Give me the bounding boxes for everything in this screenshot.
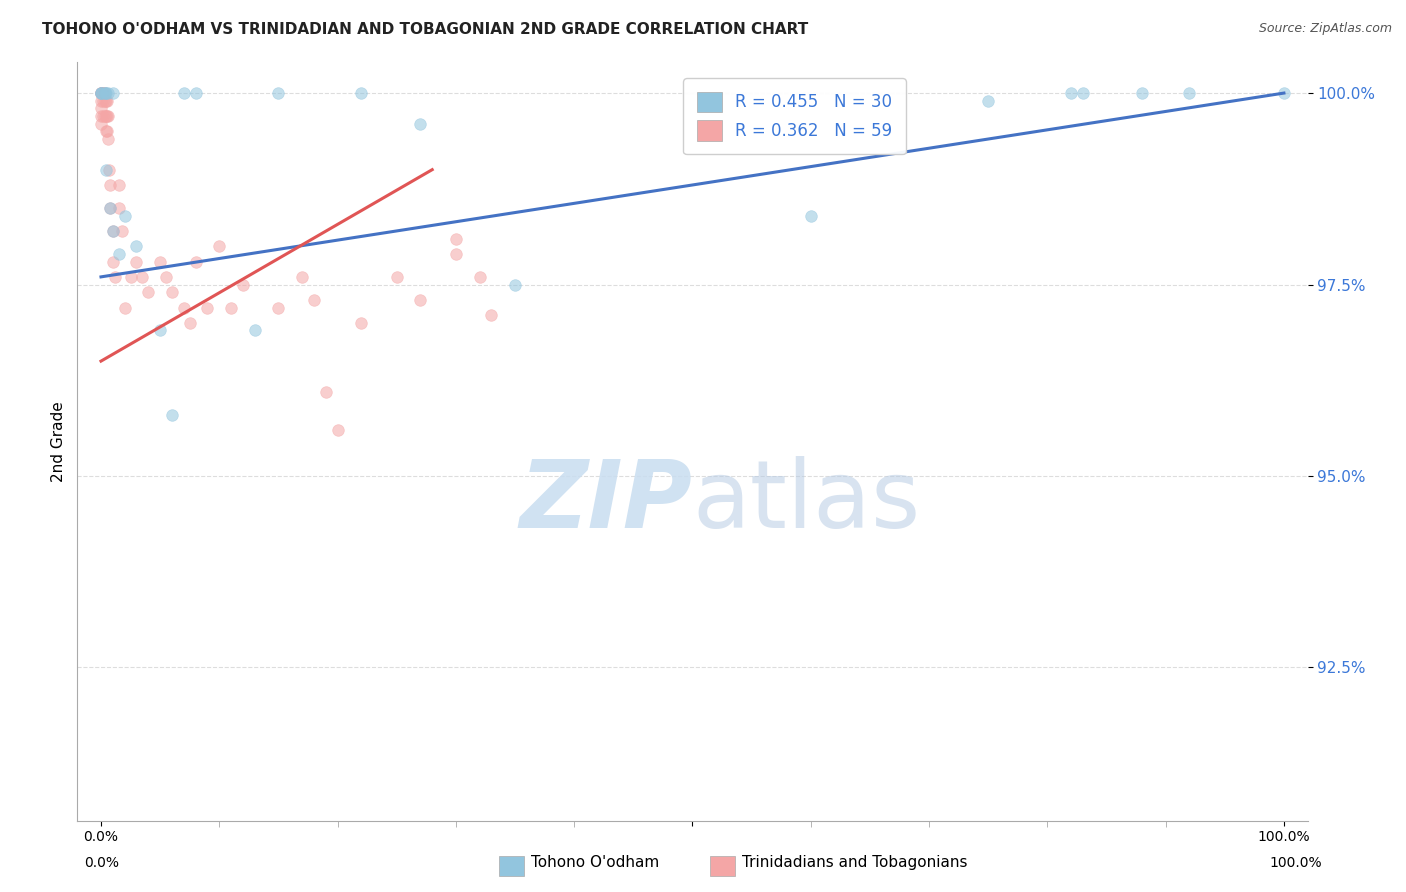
Point bbox=[350, 316, 373, 330]
Point bbox=[90, 86, 112, 100]
Point bbox=[90, 86, 112, 100]
Point bbox=[326, 423, 349, 437]
Point bbox=[90, 86, 112, 100]
Point bbox=[107, 247, 129, 261]
Point bbox=[208, 239, 231, 253]
Point bbox=[173, 301, 195, 315]
Text: atlas: atlas bbox=[693, 456, 921, 549]
Point bbox=[267, 301, 290, 315]
Point bbox=[100, 178, 122, 192]
Point bbox=[90, 86, 112, 100]
Point bbox=[385, 269, 408, 284]
Point bbox=[90, 117, 112, 131]
Point bbox=[90, 86, 112, 100]
Point bbox=[93, 86, 115, 100]
Point bbox=[479, 308, 502, 322]
Point bbox=[125, 239, 148, 253]
Point bbox=[120, 269, 142, 284]
Point bbox=[96, 124, 118, 138]
Point bbox=[93, 86, 115, 100]
Point bbox=[114, 209, 136, 223]
Point bbox=[93, 94, 115, 108]
Point bbox=[302, 293, 325, 307]
Point bbox=[97, 109, 120, 123]
Point bbox=[179, 316, 201, 330]
Point bbox=[503, 277, 526, 292]
Point bbox=[315, 384, 337, 399]
Point bbox=[267, 86, 290, 100]
Legend: R = 0.455   N = 30, R = 0.362   N = 59: R = 0.455 N = 30, R = 0.362 N = 59 bbox=[683, 78, 905, 154]
Point bbox=[468, 269, 491, 284]
Point bbox=[94, 86, 117, 100]
Point bbox=[977, 94, 1000, 108]
Y-axis label: 2nd Grade: 2nd Grade bbox=[51, 401, 66, 482]
Point bbox=[197, 301, 219, 315]
Point bbox=[232, 277, 254, 292]
Point bbox=[93, 86, 115, 100]
Point bbox=[100, 201, 122, 215]
Point bbox=[219, 301, 242, 315]
Point bbox=[97, 86, 120, 100]
Point bbox=[97, 132, 120, 146]
Point bbox=[125, 254, 148, 268]
Point bbox=[90, 86, 112, 100]
Point bbox=[94, 94, 117, 108]
Point bbox=[93, 94, 115, 108]
Point bbox=[291, 269, 314, 284]
Point bbox=[1130, 86, 1153, 100]
Point bbox=[136, 285, 159, 300]
Point bbox=[243, 324, 266, 338]
Point bbox=[101, 224, 124, 238]
Point bbox=[1272, 86, 1295, 100]
Point bbox=[96, 109, 118, 123]
Point bbox=[111, 224, 134, 238]
Point bbox=[184, 254, 207, 268]
Point bbox=[107, 178, 129, 192]
Point bbox=[409, 117, 432, 131]
Point bbox=[107, 201, 129, 215]
Point bbox=[1060, 86, 1083, 100]
Point bbox=[444, 231, 467, 245]
Point bbox=[1071, 86, 1094, 100]
Text: 100.0%: 100.0% bbox=[1270, 855, 1322, 870]
Point bbox=[160, 285, 183, 300]
Point bbox=[101, 86, 124, 100]
Point bbox=[131, 269, 153, 284]
Point bbox=[93, 86, 115, 100]
Point bbox=[90, 86, 112, 100]
Point bbox=[98, 162, 121, 177]
Point bbox=[1178, 86, 1201, 100]
Point bbox=[173, 86, 195, 100]
Point bbox=[90, 109, 112, 123]
Text: Source: ZipAtlas.com: Source: ZipAtlas.com bbox=[1258, 22, 1392, 36]
Point bbox=[409, 293, 432, 307]
Text: Tohono O'odham: Tohono O'odham bbox=[531, 855, 659, 870]
Text: Trinidadians and Tobagonians: Trinidadians and Tobagonians bbox=[742, 855, 967, 870]
Point bbox=[90, 102, 112, 116]
Point bbox=[800, 209, 823, 223]
Text: ZIP: ZIP bbox=[520, 456, 693, 549]
Point bbox=[94, 109, 117, 123]
Point bbox=[100, 201, 122, 215]
Text: TOHONO O'ODHAM VS TRINIDADIAN AND TOBAGONIAN 2ND GRADE CORRELATION CHART: TOHONO O'ODHAM VS TRINIDADIAN AND TOBAGO… bbox=[42, 22, 808, 37]
Point bbox=[149, 254, 172, 268]
Point bbox=[155, 269, 177, 284]
Point bbox=[94, 162, 117, 177]
Point bbox=[101, 224, 124, 238]
Point bbox=[93, 86, 115, 100]
Point bbox=[350, 86, 373, 100]
Text: 0.0%: 0.0% bbox=[84, 855, 120, 870]
Point bbox=[444, 247, 467, 261]
Point bbox=[93, 109, 115, 123]
Point bbox=[149, 324, 172, 338]
Point bbox=[101, 254, 124, 268]
Point bbox=[184, 86, 207, 100]
Point bbox=[104, 269, 127, 284]
Point bbox=[96, 94, 118, 108]
Point bbox=[90, 94, 112, 108]
Point bbox=[160, 408, 183, 422]
Point bbox=[93, 109, 115, 123]
Point bbox=[94, 124, 117, 138]
Point bbox=[114, 301, 136, 315]
